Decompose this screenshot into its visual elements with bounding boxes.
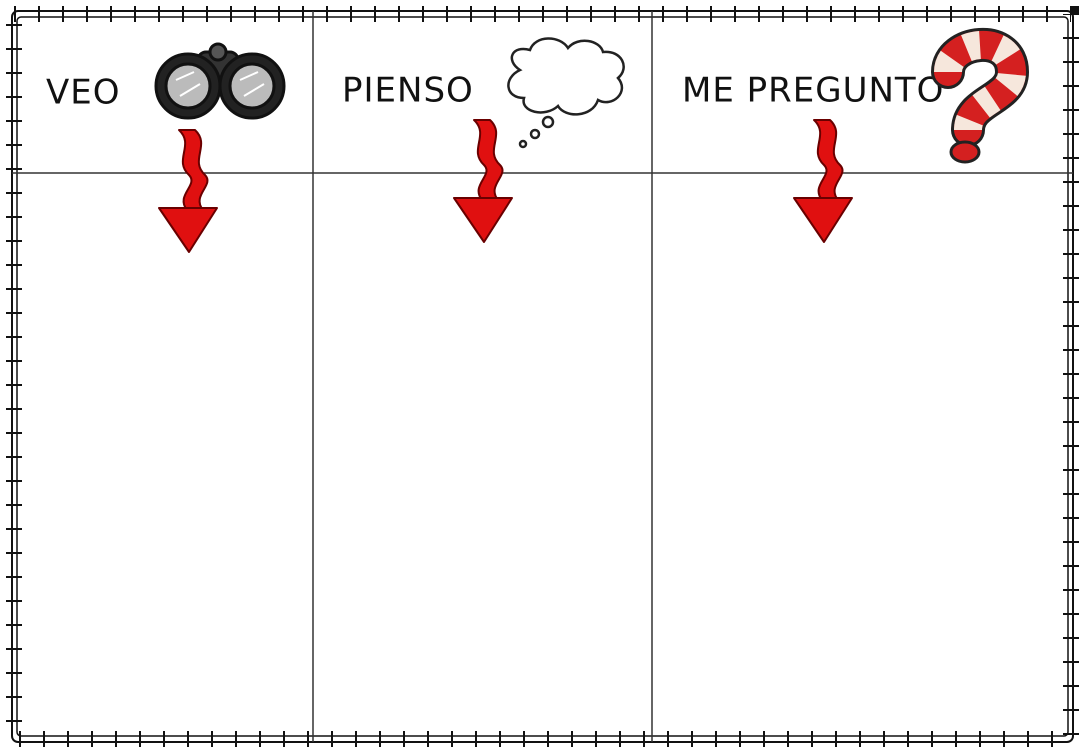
arrows	[158, 119, 853, 253]
frame-inner	[16, 16, 1069, 737]
column-heading: PIENSO	[342, 71, 474, 111]
binoculars-icon	[154, 42, 286, 120]
column-heading: VEO	[46, 73, 121, 113]
frame-ticks	[6, 6, 1079, 747]
frame	[6, 6, 1079, 747]
column-heading: ME PREGUNTO	[682, 71, 944, 111]
frame-outer	[11, 10, 1074, 743]
question-mark-icon	[931, 28, 1030, 164]
down-arrow	[158, 129, 218, 253]
thought-cloud-icon	[507, 37, 625, 149]
down-arrow	[793, 119, 853, 243]
down-arrow	[453, 119, 513, 243]
